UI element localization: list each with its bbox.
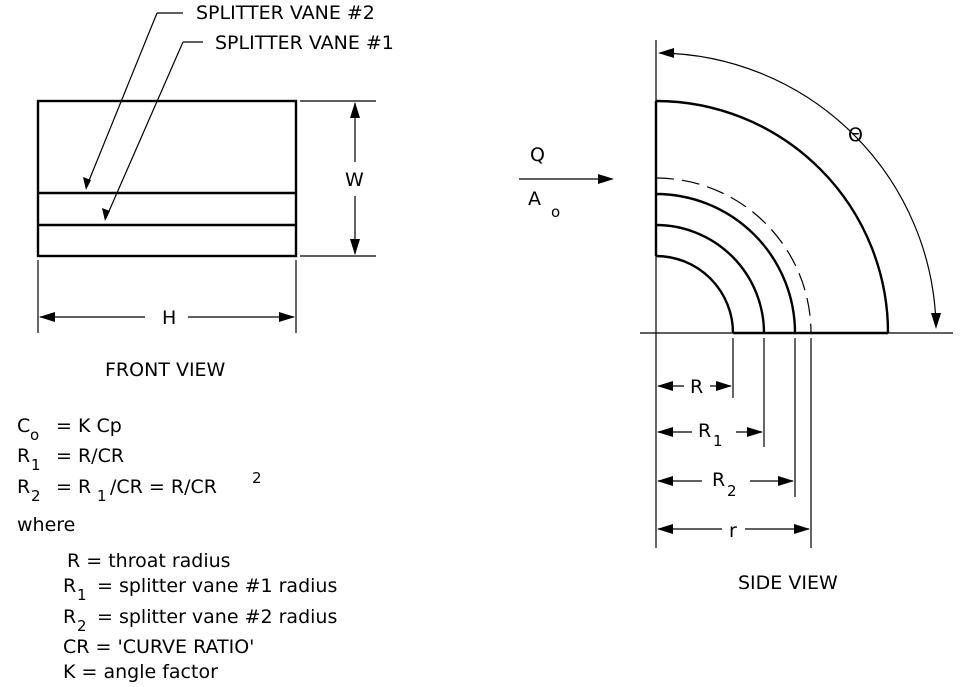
flow-a-sub: o [551,203,560,221]
eq-r1-rhs: = R/CR [56,445,124,467]
def-vane1-sub: 1 [77,586,87,604]
vane1-label: SPLITTER VANE #1 [215,32,394,54]
eq-co-sub: o [30,426,39,444]
eq-r2-sub: 2 [31,487,41,505]
r2-arrow-left [657,476,673,486]
height-label: H [162,307,176,329]
flow-arrowhead [598,174,614,184]
eq-r2-rhs: /CR = R/CR [110,476,217,498]
vane2-arrowhead [83,177,91,190]
eq-r2-lhs: R [17,476,30,498]
eq-r1-lhs: R [17,445,30,467]
def-vane2-rhs: = splitter vane #2 radius [97,606,337,628]
def-vane1-rhs: = splitter vane #1 radius [97,575,337,597]
r1-label: R [698,420,711,442]
r1-arrow-left [657,427,673,437]
eq-co-rhs: = K Cp [56,415,122,437]
definitions: R = throat radius R 1 = splitter vane #1… [63,550,337,683]
vane2-label: SPLITTER VANE #2 [196,2,375,24]
h-arrow-left [39,312,55,322]
flow-q-label: Q [530,144,545,166]
def-vane2-lhs: R [63,606,76,628]
def-vane1-lhs: R [63,575,76,597]
r1-arrow-right [747,427,763,437]
eq-where: where [17,514,75,536]
r2-label-sub: 2 [727,482,737,500]
centerline-arc [655,177,812,334]
eq-r2-sup: 2 [252,469,262,487]
equations: C o = K Cp R 1 = R/CR R 2 = R 1 /CR = R/… [17,415,262,536]
small-r-arrow-left [657,524,673,534]
splitter-vane-2-arc [655,192,797,334]
r-arrow-right [716,381,732,391]
outer-wall-arc [655,99,890,334]
angle-arrow-bottom [931,313,941,329]
throat-arc [655,254,735,334]
def-vane2-sub: 2 [77,617,87,635]
vane1-leader [105,41,184,219]
def-angle-factor: K = angle factor [63,661,218,683]
angle-arrow-top [658,48,674,58]
side-view: Q A o Θ R R [519,40,953,594]
angle-dim-arc [659,52,937,326]
vane1-arrowhead [102,208,110,221]
eq-co-c: C [17,415,30,437]
r1-label-sub: 1 [713,432,723,450]
h-arrow-right [279,312,295,322]
front-view: SPLITTER VANE #2 SPLITTER VANE #1 W H FR… [36,2,394,381]
splitter-vane-1-arc [655,223,766,334]
def-curve-ratio: CR = 'CURVE RATIO' [63,636,254,658]
r2-label: R [712,469,725,491]
width-label: W [345,169,364,191]
r-label: R [690,376,703,398]
def-throat-radius: R = throat radius [67,550,231,572]
flow-a-label: A [528,188,541,210]
w-arrow-up [350,102,360,118]
r2-arrow-right [778,476,794,486]
eq-r2-mid-sub: 1 [97,487,107,505]
r-arrow-left [657,381,673,391]
angle-label: Θ [848,124,863,146]
eq-r2-mid: = R [56,476,91,498]
eq-r1-sub: 1 [31,456,41,474]
vane2-leader [85,12,158,189]
duct-outline [36,99,298,258]
small-r-arrow-right [794,524,810,534]
front-view-caption: FRONT VIEW [105,359,226,381]
w-arrow-down [350,239,360,255]
side-view-caption: SIDE VIEW [738,572,838,594]
small-r-label: r [729,520,737,542]
